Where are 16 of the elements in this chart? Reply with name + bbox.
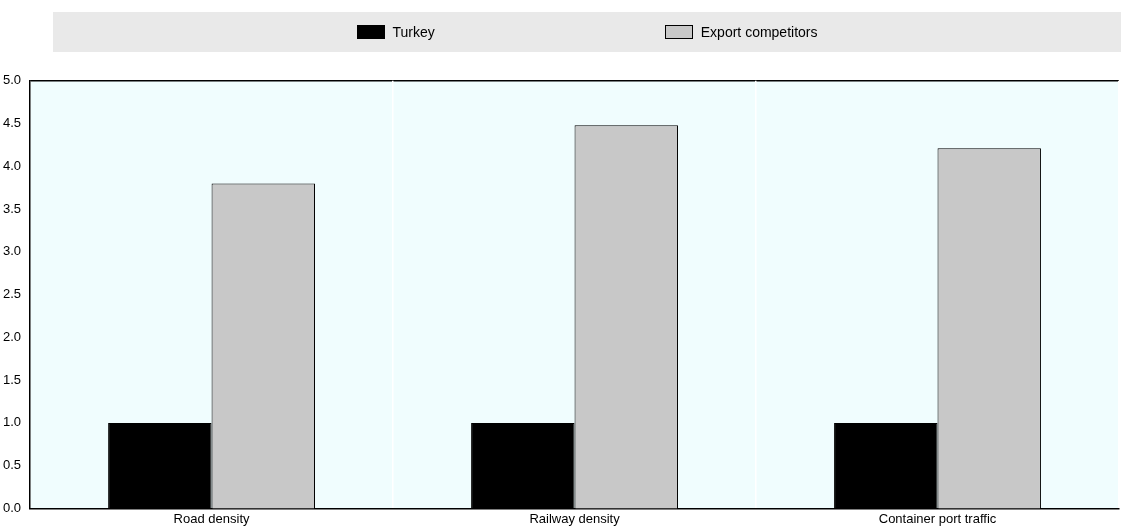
y-tick-label: 0.5 [2,457,22,473]
legend-label: Turkey [392,24,435,40]
y-tick-label: 4.0 [2,157,22,173]
y-tick-label: 4.5 [2,115,22,131]
x-tick-label: Container port traffic [878,510,997,526]
y-tick-label: 0.0 [2,499,22,515]
y-tick-label: 2.5 [2,286,22,302]
y-tick-label: 1.0 [2,414,22,430]
y-tick-label: 3.0 [2,243,22,259]
y-tick-label: 3.5 [2,200,22,216]
legend-label: Export competitors [700,24,818,40]
x-tick-label: Road density [173,510,250,526]
x-tick-label: Railway density [529,510,621,526]
y-tick-label: 2.0 [2,328,22,344]
y-tick-label: 5.0 [2,72,22,88]
y-tick-label: 1.5 [2,371,22,387]
